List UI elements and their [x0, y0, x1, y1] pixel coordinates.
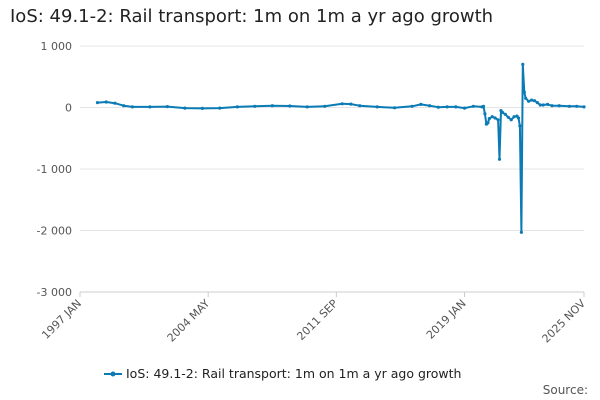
data-point[interactable]	[550, 104, 554, 108]
data-point[interactable]	[288, 104, 292, 108]
data-point[interactable]	[95, 101, 100, 105]
data-point[interactable]	[340, 102, 344, 106]
data-point[interactable]	[582, 105, 586, 109]
data-point[interactable]	[200, 106, 204, 110]
data-point[interactable]	[122, 104, 126, 108]
data-point[interactable]	[253, 104, 257, 108]
y-tick-label: 1 000	[41, 40, 73, 53]
data-point[interactable]	[575, 104, 579, 108]
data-point[interactable]	[506, 115, 510, 119]
source-label: Source:	[543, 383, 588, 397]
data-point[interactable]	[521, 62, 525, 66]
data-point[interactable]	[104, 100, 108, 104]
data-point[interactable]	[471, 104, 475, 108]
data-point[interactable]	[546, 102, 550, 106]
data-point[interactable]	[519, 230, 524, 234]
data-point[interactable]	[428, 104, 432, 108]
series-layer	[95, 62, 586, 234]
data-point[interactable]	[516, 116, 521, 120]
data-point[interactable]	[557, 104, 561, 108]
data-point[interactable]	[349, 102, 353, 106]
data-point[interactable]	[323, 104, 327, 108]
data-point[interactable]	[235, 105, 239, 109]
data-point[interactable]	[410, 104, 414, 108]
data-point[interactable]	[530, 98, 534, 102]
y-tick-label: 0	[65, 102, 72, 115]
data-point[interactable]	[375, 105, 379, 109]
data-point[interactable]	[496, 118, 500, 122]
data-point[interactable]	[445, 105, 449, 109]
data-point[interactable]	[483, 112, 487, 116]
data-point[interactable]	[490, 115, 494, 119]
data-point[interactable]	[527, 99, 531, 103]
x-tick-label: 2019 JAN	[424, 297, 469, 342]
data-point[interactable]	[538, 103, 542, 107]
data-point[interactable]	[436, 105, 440, 109]
data-point[interactable]	[113, 101, 117, 105]
data-point[interactable]	[518, 124, 522, 128]
data-point[interactable]	[493, 116, 497, 120]
x-tick-label: 2025 NOV	[540, 297, 589, 346]
data-point[interactable]	[500, 110, 504, 114]
x-tick-label: 1997 JAN	[39, 297, 84, 342]
data-point[interactable]	[524, 96, 528, 100]
chart-title: IoS: 49.1-2: Rail transport: 1m on 1m a …	[10, 6, 494, 27]
data-point[interactable]	[419, 102, 423, 106]
data-point[interactable]	[522, 90, 526, 94]
y-tick-label: -3 000	[37, 286, 72, 299]
data-point[interactable]	[305, 105, 309, 109]
data-point[interactable]	[165, 105, 169, 109]
x-tick-label: 2004 MAY	[165, 297, 213, 345]
data-point[interactable]	[541, 103, 545, 107]
series-line	[97, 63, 585, 234]
data-point[interactable]	[486, 121, 490, 125]
y-tick-label: -2 000	[37, 225, 72, 238]
x-tick-label: 2011 SEP	[294, 297, 340, 343]
data-point[interactable]	[130, 105, 134, 109]
data-point[interactable]	[503, 112, 507, 116]
data-point[interactable]	[512, 115, 516, 119]
data-point[interactable]	[393, 106, 397, 110]
data-point[interactable]	[358, 104, 362, 108]
data-point[interactable]	[148, 105, 152, 109]
data-point[interactable]	[567, 104, 572, 108]
data-point[interactable]	[454, 105, 458, 109]
legend-marker	[110, 371, 116, 377]
data-point[interactable]	[532, 99, 537, 103]
grid-layer	[80, 45, 584, 293]
data-point[interactable]	[535, 101, 540, 105]
x-axis: 1997 JAN 2004 MAY 2011 SEP 2019 JAN 2025 NOV	[39, 292, 588, 346]
data-point[interactable]	[218, 106, 222, 110]
y-axis: 1 000 0 -1 000 -2 000 -3 000	[37, 40, 72, 299]
legend[interactable]: IoS: 49.1-2: Rail transport: 1m on 1m a …	[104, 366, 461, 381]
data-point[interactable]	[481, 104, 486, 108]
data-point[interactable]	[463, 106, 467, 110]
data-point[interactable]	[270, 104, 274, 108]
legend-label: IoS: 49.1-2: Rail transport: 1m on 1m a …	[126, 366, 461, 381]
data-point[interactable]	[487, 117, 491, 121]
data-point[interactable]	[183, 106, 187, 110]
y-tick-label: -1 000	[37, 163, 72, 176]
data-point[interactable]	[509, 118, 513, 122]
data-point[interactable]	[497, 157, 502, 161]
